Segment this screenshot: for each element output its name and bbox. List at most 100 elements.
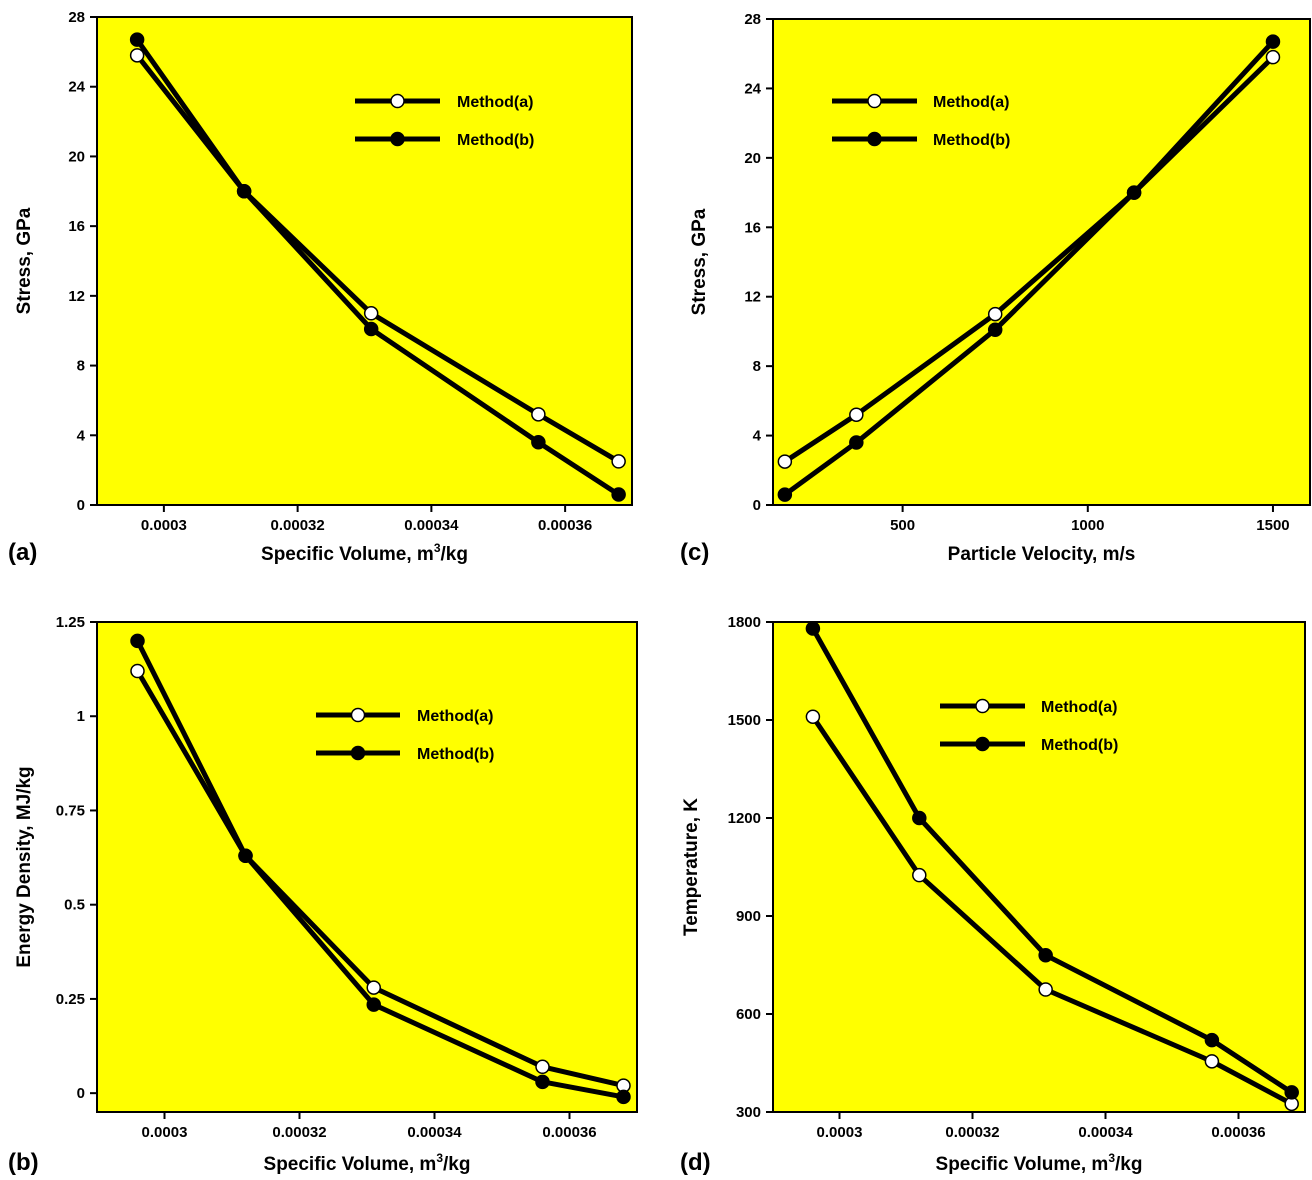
x-tick-label: 0.00036 bbox=[538, 517, 592, 534]
x-axis-label-main: Specific Volume, m bbox=[936, 1154, 1109, 1175]
y-tick-label: 12 bbox=[68, 288, 85, 305]
y-tick-label: 0 bbox=[753, 497, 761, 514]
data-point bbox=[987, 306, 1003, 322]
panel-letter: (b) bbox=[8, 1149, 39, 1176]
data-point bbox=[366, 997, 381, 1012]
x-tick-label: 0.00034 bbox=[407, 1124, 462, 1141]
legend-label: Method(a) bbox=[933, 94, 1009, 111]
y-tick-label: 16 bbox=[68, 218, 85, 235]
y-tick-label: 1800 bbox=[728, 614, 761, 631]
data-point bbox=[363, 306, 379, 321]
y-tick-label: 4 bbox=[753, 428, 762, 445]
legend-marker bbox=[350, 707, 366, 723]
data-point bbox=[912, 867, 927, 883]
data-point bbox=[1038, 982, 1053, 997]
x-axis-label-superscript: 3 bbox=[434, 541, 441, 555]
x-tick-label: 0.00036 bbox=[1211, 1124, 1265, 1141]
y-tick-label: 4 bbox=[77, 427, 86, 444]
y-tick-label: 0.75 bbox=[56, 802, 85, 819]
legend-marker bbox=[350, 745, 366, 761]
x-axis-label-unit: /kg bbox=[1115, 1154, 1142, 1175]
x-axis-label-main: Specific Volume, m bbox=[261, 544, 434, 565]
data-point bbox=[129, 48, 145, 63]
data-point bbox=[1265, 34, 1281, 49]
plot-area bbox=[772, 621, 1306, 1113]
panel-letter: (d) bbox=[680, 1149, 711, 1176]
y-axis-label: Stress, GPa bbox=[689, 208, 710, 315]
legend-marker bbox=[867, 93, 882, 109]
x-tick-label: 1500 bbox=[1256, 517, 1289, 534]
data-point bbox=[363, 321, 379, 337]
x-tick-label: 0.00032 bbox=[272, 1124, 326, 1141]
x-tick-label: 1000 bbox=[1071, 517, 1104, 534]
chart-panel: 0 4 8 12 16 20 24 28 0.0003 0.00032 0.00034 0.00036… bbox=[8, 9, 633, 566]
data-point bbox=[531, 435, 546, 450]
data-point bbox=[366, 980, 381, 995]
x-tick-label: 0.00032 bbox=[271, 517, 325, 534]
panel-letter: (c) bbox=[680, 539, 709, 566]
data-point bbox=[616, 1089, 631, 1105]
y-tick-label: 1 bbox=[77, 708, 85, 725]
legend-label: Method(b) bbox=[1041, 737, 1118, 754]
y-tick-label: 300 bbox=[736, 1104, 761, 1121]
chart-panel: 0 0.25 0.5 0.75 1 1.25 0.0003 0.00032 0.00034 0.0… bbox=[8, 614, 638, 1176]
x-axis-label: Specific Volume, m3/kg bbox=[261, 541, 468, 565]
x-tick-label: 0.0003 bbox=[141, 517, 187, 534]
y-tick-label: 0.5 bbox=[64, 897, 85, 914]
y-tick-label: 16 bbox=[744, 219, 761, 236]
legend-label: Method(a) bbox=[457, 94, 533, 111]
data-point bbox=[535, 1074, 550, 1090]
y-tick-label: 600 bbox=[736, 1006, 761, 1023]
y-tick-label: 24 bbox=[68, 79, 85, 96]
x-axis-label-unit: /kg bbox=[441, 544, 468, 565]
y-tick-label: 0.25 bbox=[56, 991, 85, 1008]
legend-marker bbox=[867, 131, 882, 147]
x-axis-label-main: Particle Velocity, m/s bbox=[948, 544, 1136, 565]
y-axis-label: Energy Density, MJ/kg bbox=[14, 766, 35, 967]
legend-label: Method(b) bbox=[457, 132, 534, 149]
x-axis-label: Particle Velocity, m/s bbox=[948, 544, 1136, 565]
data-point bbox=[1204, 1032, 1220, 1048]
data-point bbox=[129, 32, 145, 47]
y-tick-label: 0 bbox=[77, 1085, 85, 1102]
legend-marker bbox=[390, 93, 405, 109]
legend-marker bbox=[975, 736, 990, 752]
chart-panel: 0 4 8 12 16 20 24 28 500 1000 1500 Particle Velocit… bbox=[680, 11, 1311, 566]
y-tick-label: 24 bbox=[744, 80, 761, 97]
legend-label: Method(a) bbox=[1041, 699, 1117, 716]
data-point bbox=[236, 184, 252, 199]
legend-marker bbox=[390, 131, 405, 147]
data-point bbox=[805, 709, 821, 724]
y-tick-label: 900 bbox=[736, 908, 761, 925]
data-point bbox=[849, 407, 864, 422]
x-axis-label-main: Specific Volume, m bbox=[264, 1154, 437, 1175]
panel-letter: (a) bbox=[8, 539, 37, 566]
x-tick-label: 0.00034 bbox=[404, 517, 459, 534]
data-point bbox=[130, 663, 145, 679]
data-point bbox=[1126, 185, 1142, 200]
y-axis-label: Stress, GPa bbox=[14, 207, 35, 314]
data-point bbox=[1204, 1054, 1220, 1069]
data-point bbox=[238, 848, 253, 863]
data-point bbox=[912, 810, 927, 826]
data-point bbox=[130, 633, 145, 649]
data-point bbox=[987, 322, 1003, 337]
data-point bbox=[1038, 947, 1053, 963]
legend-label: Method(a) bbox=[417, 708, 493, 725]
data-point bbox=[611, 454, 626, 469]
y-tick-label: 20 bbox=[68, 148, 85, 165]
data-point bbox=[611, 487, 626, 502]
y-tick-label: 1.25 bbox=[56, 614, 85, 631]
plot-area bbox=[96, 16, 633, 506]
x-axis-label-superscript: 3 bbox=[1108, 1151, 1115, 1165]
x-tick-label: 0.00032 bbox=[945, 1124, 999, 1141]
data-point bbox=[1265, 49, 1281, 65]
x-tick-label: 500 bbox=[890, 517, 915, 534]
data-point bbox=[531, 407, 546, 422]
legend-marker bbox=[975, 698, 990, 714]
x-axis-label-superscript: 3 bbox=[436, 1151, 443, 1165]
y-tick-label: 28 bbox=[68, 9, 85, 26]
data-point bbox=[849, 435, 864, 450]
y-tick-label: 8 bbox=[753, 358, 761, 375]
